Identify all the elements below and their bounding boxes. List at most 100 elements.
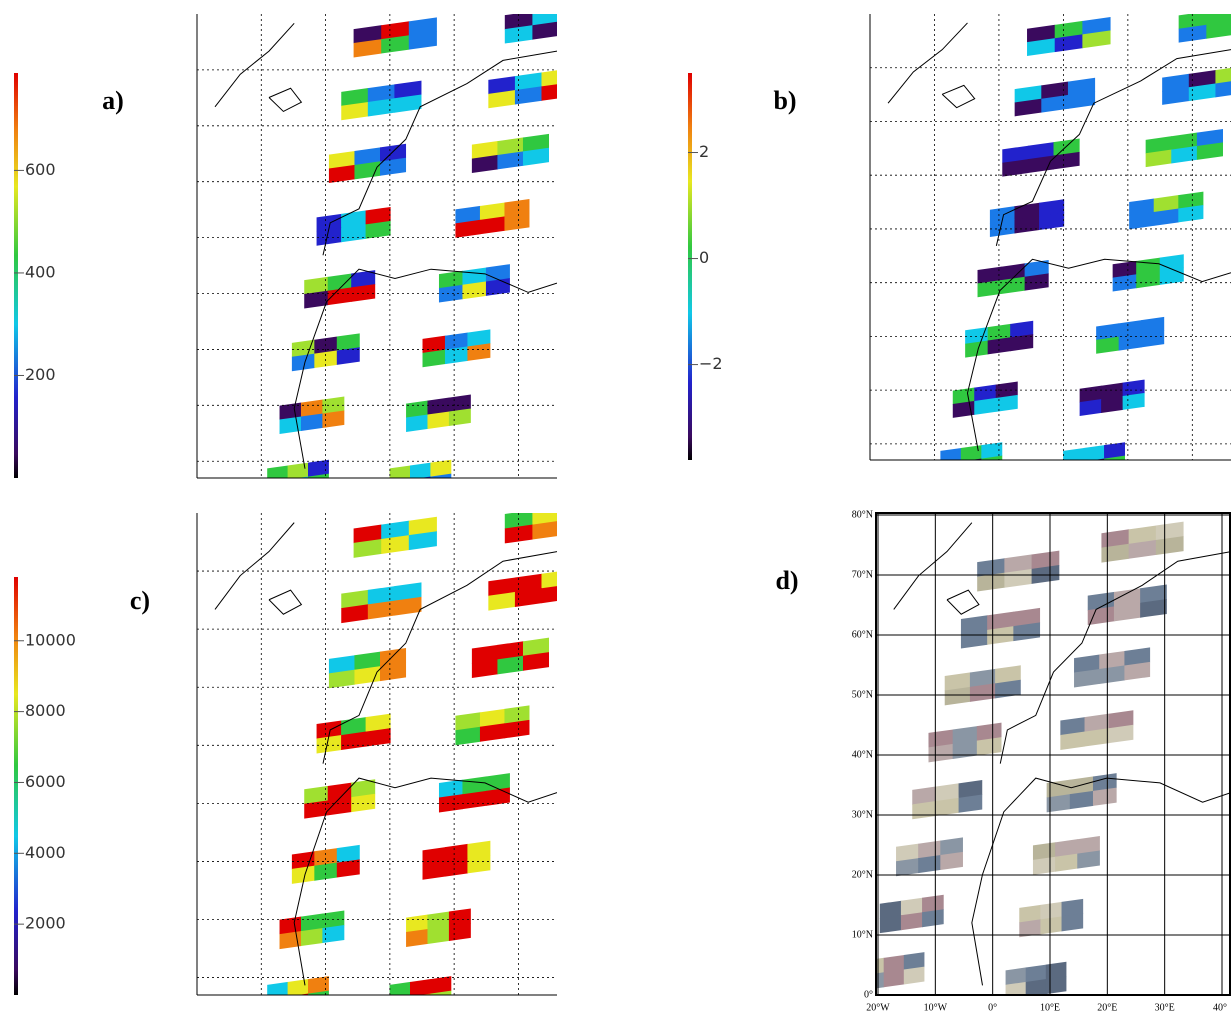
swath-cell — [1062, 913, 1084, 931]
swath-tile — [953, 381, 1018, 417]
coastline — [215, 23, 294, 107]
colorbar-tick-label: 8000 — [25, 701, 66, 720]
colorbar-tick-label: 6000 — [25, 772, 66, 791]
swath-cell — [267, 996, 288, 1014]
colorbar-tick-label: 400 — [25, 262, 56, 281]
swath-tile — [1146, 129, 1223, 167]
swath-cell — [560, 502, 588, 521]
lon-tick-label: 0° — [988, 1002, 997, 1013]
coastline — [947, 590, 979, 614]
swath-cell — [427, 411, 449, 429]
swath-cell — [427, 926, 449, 944]
swath-cell — [541, 69, 568, 87]
lat-tick-label: 50°N — [852, 689, 873, 700]
swath-tile — [961, 608, 1040, 649]
panel-label: a) — [102, 86, 124, 115]
swath-tile — [472, 134, 549, 173]
colorbar-tick-label: 10000 — [25, 630, 76, 649]
swath-tile — [990, 199, 1064, 237]
swath-tile — [1096, 317, 1164, 354]
swath-tile — [317, 207, 391, 246]
swath-cell — [940, 448, 961, 465]
swath-cell — [560, 517, 588, 536]
lon-tick-label: 10°W — [924, 1002, 948, 1013]
lon-tick-label: 20°E — [1097, 1002, 1117, 1013]
swath-tile — [505, 502, 588, 543]
swath-cell — [430, 474, 451, 491]
map-panel: 0°10°N20°N30°N40°N50°N60°N70°N80°N20°W10… — [852, 509, 1231, 1013]
swath-tile — [423, 841, 491, 880]
swath-tile — [896, 837, 963, 876]
colorbar-tick-label: 200 — [25, 365, 56, 384]
coastline — [888, 23, 967, 103]
swath-tile — [472, 638, 549, 678]
swath-cell — [1055, 854, 1078, 872]
coastline — [215, 523, 294, 610]
swath-cell — [940, 461, 961, 478]
lat-tick-label: 60°N — [852, 629, 873, 640]
colorbar — [688, 73, 692, 460]
colorbar-tick-label: −2 — [699, 354, 723, 373]
swath-cell — [880, 915, 902, 933]
swath-cell — [560, 17, 588, 35]
map-content — [864, 522, 1231, 1000]
swath-tile — [1162, 66, 1231, 105]
map-content — [215, 502, 588, 1014]
swath-tile — [978, 260, 1049, 297]
swath-tile — [945, 665, 1021, 705]
swath-cell — [449, 923, 471, 941]
lat-tick-label: 30°N — [852, 809, 873, 820]
lat-tick-label: 20°N — [852, 869, 873, 880]
colorbar-tick-label: 2000 — [25, 914, 66, 933]
swath-tile — [354, 17, 437, 57]
swath-cell — [288, 993, 309, 1011]
swath-tile — [1033, 836, 1100, 875]
swath-tile — [1088, 585, 1167, 626]
map-panel — [197, 3, 588, 496]
swath-cell — [267, 982, 288, 1000]
swath-cell — [901, 912, 923, 930]
swath-tile — [1074, 647, 1150, 687]
swath-cell — [390, 996, 411, 1014]
swath-cell — [308, 474, 329, 491]
swath-tile — [341, 81, 421, 121]
swath-cell — [430, 991, 451, 1009]
swath-cell — [1077, 850, 1100, 868]
swath-cell — [410, 476, 431, 493]
swath-tile — [354, 517, 437, 558]
swath-cell — [1063, 448, 1084, 465]
swath-tile — [317, 714, 391, 754]
coastline — [972, 778, 1231, 985]
swath-cell — [1215, 66, 1231, 84]
swath-cell — [1063, 461, 1084, 478]
swath-tile — [880, 895, 944, 933]
lon-tick-label: 20°W — [866, 1002, 890, 1013]
lon-tick-label: 40° — [1213, 1002, 1227, 1013]
swath-cell — [390, 465, 411, 482]
swath-cell — [301, 928, 323, 946]
swath-cell — [981, 456, 1002, 473]
swath-tile — [1015, 78, 1095, 117]
swath-cell — [1033, 857, 1056, 875]
swath-tile — [1027, 17, 1111, 56]
panel-label: c) — [130, 586, 150, 615]
lat-tick-label: 10°N — [852, 929, 873, 940]
swath-cell — [406, 929, 428, 947]
lon-tick-label: 30°E — [1155, 1002, 1175, 1013]
swath-tile — [439, 264, 510, 302]
swath-cell — [1046, 976, 1067, 994]
swath-cell — [961, 458, 982, 475]
swath-tile — [304, 779, 375, 818]
coastline — [942, 85, 974, 107]
colorbar-tick-label: 2 — [699, 142, 709, 161]
lat-tick-label: 0° — [864, 989, 873, 1000]
swath-cell — [267, 465, 288, 482]
swath-cell — [922, 909, 944, 927]
swath-cell — [541, 570, 568, 589]
swath-cell — [1104, 456, 1125, 473]
swath-tile — [1002, 139, 1079, 177]
swath-tile — [341, 582, 421, 623]
swath-tile — [439, 773, 510, 812]
swath-tile — [488, 570, 568, 611]
map-content — [215, 3, 588, 496]
